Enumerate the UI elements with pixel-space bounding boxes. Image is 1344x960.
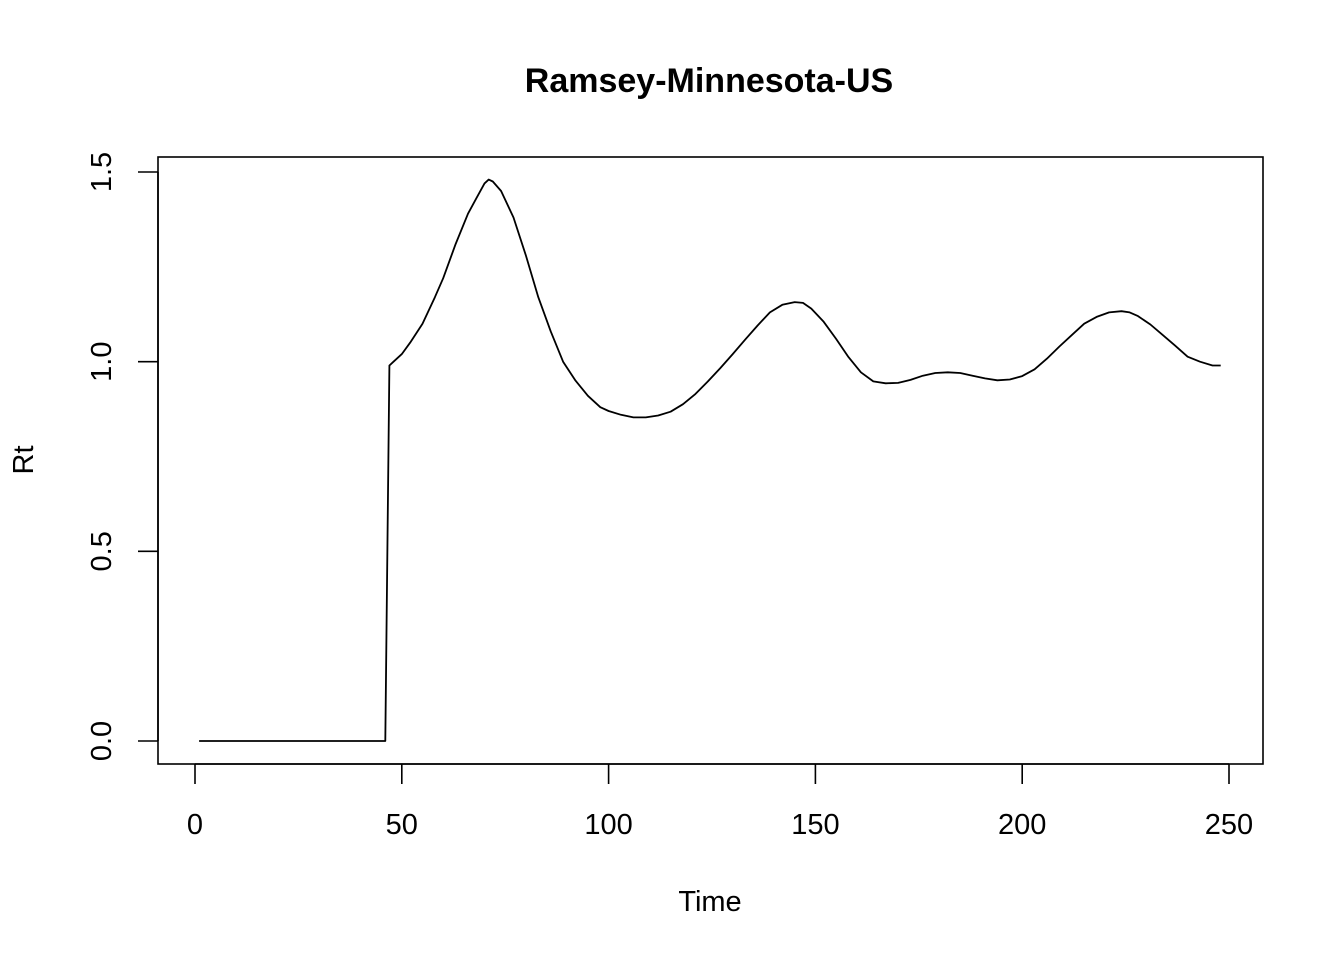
y-tick-label: 0.0 (86, 721, 118, 761)
chart-title: Ramsey-Minnesota-US (525, 62, 893, 100)
x-tick-label: 200 (998, 809, 1046, 841)
x-tick-label: 250 (1205, 809, 1253, 841)
series-line (199, 178, 1221, 742)
x-tick-label: 150 (791, 809, 839, 841)
y-axis-label: Rt (8, 446, 40, 475)
y-axis: 0.0 0.5 1.0 1.5 (86, 152, 159, 761)
x-axis-label: Time (678, 886, 741, 918)
y-tick-label: 1.0 (86, 342, 118, 382)
y-tick-label: 0.5 (86, 531, 118, 571)
y-tick-label: 1.5 (86, 152, 118, 192)
x-tick-label: 0 (187, 809, 203, 841)
x-axis: 0 50 100 150 200 250 (187, 763, 1253, 841)
plot-frame (157, 156, 1264, 765)
x-tick-label: 100 (584, 809, 632, 841)
x-tick-label: 50 (386, 809, 418, 841)
